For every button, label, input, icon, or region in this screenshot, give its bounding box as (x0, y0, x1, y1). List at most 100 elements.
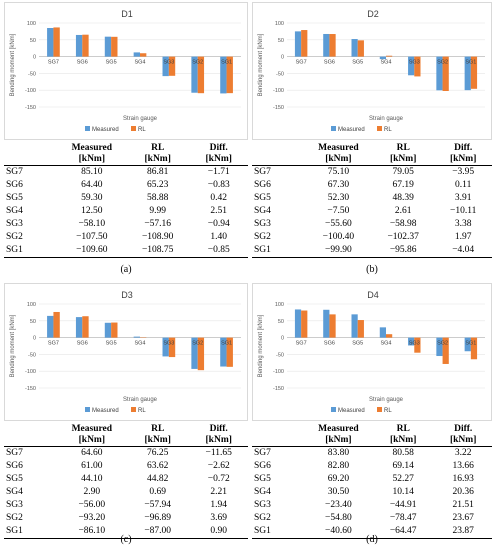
rl-bar-sg3 (414, 337, 421, 353)
y-axis-label: Bending moment [kNm] (258, 314, 264, 377)
measured-bar-sg5 (351, 39, 358, 57)
legend-label-rl: RL (138, 408, 146, 414)
diff-cell: 3.38 (454, 219, 472, 229)
rl-bar-sg5 (111, 322, 118, 338)
rl-bar-sg6 (329, 314, 336, 338)
measured-cell: −58.10 (78, 219, 106, 229)
header-diff: Diff. (209, 143, 228, 153)
category-label: SG3 (163, 341, 174, 347)
diff-cell: −2.62 (207, 461, 230, 471)
measured-cell: 67.30 (327, 180, 350, 190)
rl-cell: 10.14 (392, 487, 414, 497)
table-row: SG5 69.20 52.27 16.93 (252, 473, 492, 486)
legend: Measured RL (85, 126, 146, 133)
rl-bar-sg5 (357, 40, 364, 57)
legend-label-rl: RL (384, 127, 392, 133)
measured-bar-sg1 (220, 337, 227, 367)
y-tick-label: -100 (25, 88, 36, 94)
rl-cell: 69.14 (392, 461, 414, 471)
rl-cell: 76.25 (147, 448, 169, 458)
measured-bar-sg4 (379, 327, 386, 338)
y-tick-label: -50 (28, 352, 36, 358)
rl-bar-sg3 (168, 56, 176, 76)
rl-cell: −96.89 (144, 513, 172, 523)
rl-cell: −57.94 (144, 500, 172, 510)
measured-cell: −99.90 (304, 244, 372, 258)
measured-bar-sg3 (408, 56, 415, 76)
rl-cell: 86.81 (147, 167, 169, 177)
gauge-cell: SG6 (254, 461, 271, 471)
rl-bar-sg4 (386, 334, 393, 338)
header-unit: [kNm] (304, 154, 372, 166)
y-tick-label: 100 (27, 21, 36, 27)
rl-cell: 2.61 (394, 206, 412, 216)
rl-cell: −57.16 (144, 219, 172, 229)
gauge-cell: SG7 (254, 167, 271, 177)
rl-bar-sg7 (53, 27, 60, 57)
measured-cell: −100.40 (322, 232, 355, 242)
table-row: SG4 2.90 0.69 2.21 (4, 486, 248, 499)
table-row: SG3 −58.10 −57.16 −0.94 (4, 218, 248, 231)
panel-label: (c) (120, 534, 132, 545)
legend: Measured RL (85, 407, 146, 414)
rl-cell: 0.69 (149, 487, 167, 497)
gauge-cell: SG4 (6, 487, 23, 497)
category-label: SG3 (409, 341, 420, 347)
category-label: SG1 (465, 341, 476, 347)
gauge-cell: SG4 (254, 206, 271, 216)
chart-d2: D2 Bending moment [kNm] 100 50 0 -50 -100 -150 S… (252, 2, 492, 140)
legend-label-rl: RL (138, 127, 146, 133)
measured-cell: −54.80 (325, 513, 352, 523)
table-row: SG5 59.30 58.88 0.42 (4, 192, 248, 205)
legend: Measured RL (331, 126, 392, 133)
category-label: SG7 (296, 341, 307, 347)
x-axis-label: Strain gauge (123, 397, 158, 403)
gauge-cell: SG1 (4, 525, 58, 539)
table-row: SG2 −100.40 −102.37 1.97 (252, 231, 492, 244)
y-axis-label: Bending moment [kNm] (10, 314, 16, 377)
rl-bar-sg1 (470, 56, 478, 89)
diff-cell: 0.90 (189, 525, 248, 539)
panel-label: (a) (120, 264, 132, 275)
header-unit: [kNm] (434, 154, 492, 166)
category-label: SG4 (380, 341, 391, 347)
diff-cell: 16.93 (452, 474, 474, 484)
measured-cell: 69.20 (327, 474, 350, 484)
category-label: SG5 (352, 341, 363, 347)
measured-bar-sg5 (104, 322, 112, 338)
category-label: SG5 (106, 60, 117, 66)
measured-bar-sg7 (47, 28, 54, 57)
rl-cell: −64.47 (371, 525, 435, 539)
measured-cell: 64.40 (81, 180, 103, 190)
table-row: SG6 61.00 63.62 −2.62 (4, 460, 248, 473)
diff-cell: 23.67 (452, 513, 474, 523)
measured-cell: −109.60 (57, 244, 126, 258)
category-label: SG1 (221, 60, 232, 66)
rl-bar-sg2 (442, 337, 449, 364)
category-label: SG7 (296, 60, 307, 66)
category-label: SG7 (48, 341, 59, 347)
measured-bar-sg1 (464, 56, 471, 91)
measured-bar-sg6 (323, 309, 330, 338)
legend-swatch-measured (85, 407, 90, 412)
legend-swatch-rl (377, 407, 382, 412)
legend-swatch-measured (331, 126, 336, 131)
rl-cell: −102.37 (387, 232, 419, 242)
measured-bar-sg2 (191, 337, 198, 369)
panel-label: (d) (366, 534, 378, 545)
diff-cell: 3.91 (454, 193, 472, 203)
rl-bar-sg6 (82, 316, 89, 338)
results-table-d2: Measured RL Diff. [kNm] [kNm] [kNm] SG7 75.10 79… (252, 143, 492, 258)
gauge-cell: SG1 (252, 244, 305, 258)
legend-swatch-measured (331, 407, 336, 412)
category-label: SG5 (106, 341, 117, 347)
y-tick-label: 100 (275, 302, 284, 308)
measured-bar-sg2 (191, 56, 198, 93)
table-row: SG3 −55.60 −58.98 3.38 (252, 218, 492, 231)
category-label: SG7 (48, 60, 59, 66)
chart-d4: D4 Bending moment [kNm] 100 50 0 -50 -100 -150 S… (252, 283, 492, 421)
category-label: SG2 (192, 60, 203, 66)
chart-title: D1 (121, 9, 133, 19)
measured-bar-sg5 (351, 314, 358, 338)
header-diff: Diff. (209, 424, 228, 434)
